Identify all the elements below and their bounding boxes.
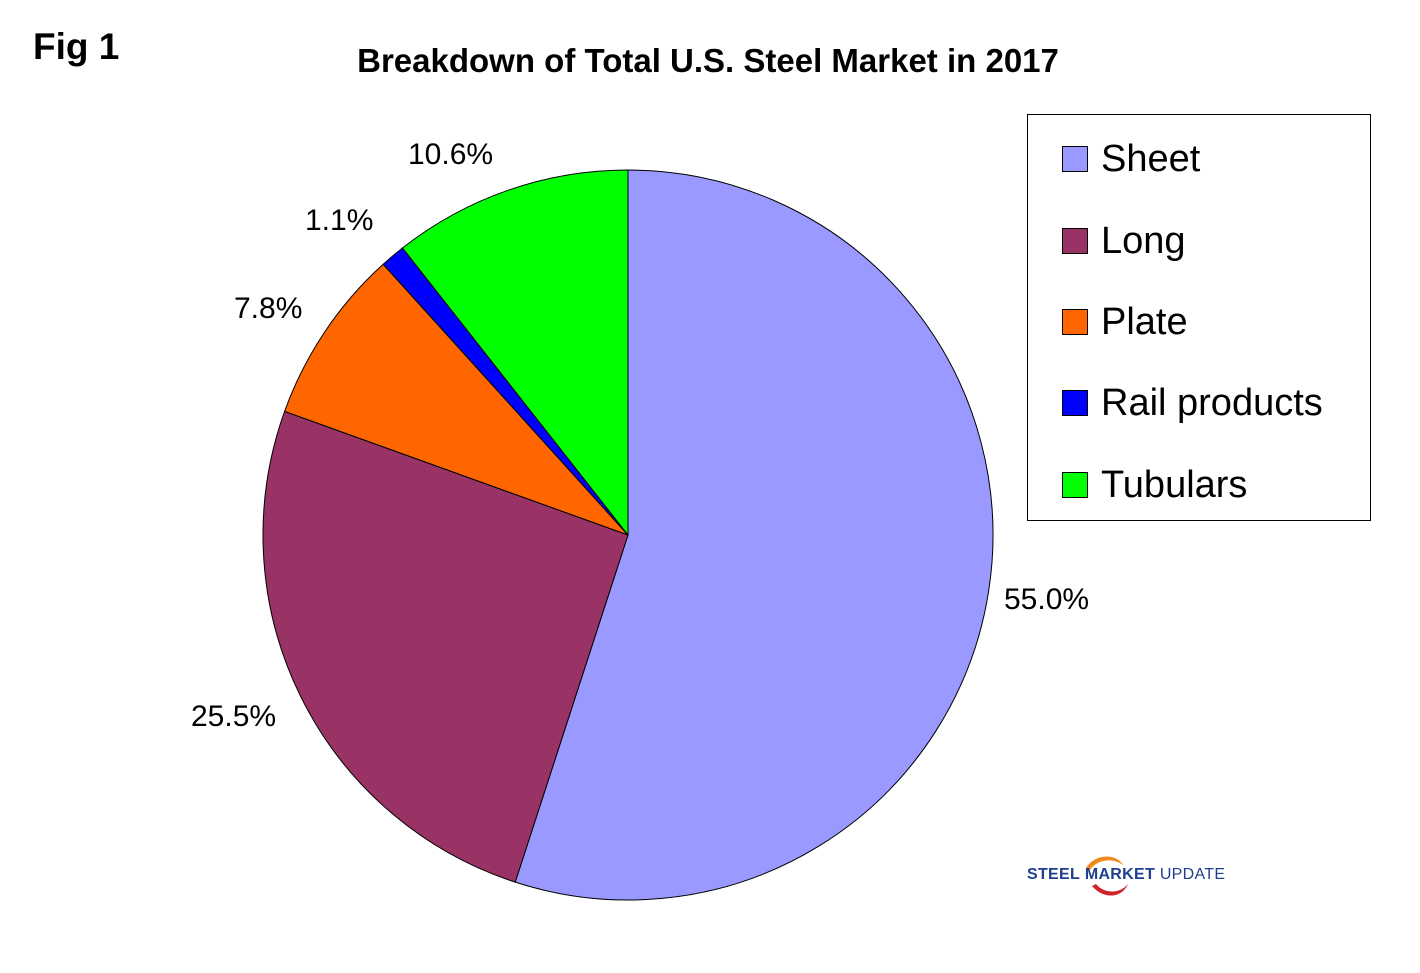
legend-label: Long <box>1101 219 1186 262</box>
legend-label: Sheet <box>1101 137 1201 180</box>
legend-item-long: Long <box>1062 219 1186 262</box>
legend-item-tubulars: Tubulars <box>1062 463 1248 506</box>
pie-slice-plate <box>283 263 629 536</box>
logo-swoosh-orange <box>1086 856 1124 870</box>
chart-title-text: Breakdown of Total U.S. Steel Market in … <box>357 42 1059 79</box>
logo-word-market: MARKET <box>1084 866 1156 883</box>
pie-slice-sheet <box>514 169 994 901</box>
data-label-sheet: 55.0% <box>1004 583 1090 616</box>
legend-item-sheet: Sheet <box>1062 137 1201 180</box>
legend-item-plate: Plate <box>1062 300 1188 343</box>
legend-label: Tubulars <box>1101 463 1248 506</box>
legend-swatch <box>1062 472 1088 498</box>
pie-slice-long <box>262 410 629 883</box>
figure-label: Fig 1 <box>33 26 120 67</box>
pie-slice-tubulars <box>401 169 629 537</box>
data-label-tubulars: 10.6% <box>408 138 494 171</box>
legend-label: Rail products <box>1101 381 1323 424</box>
legend-swatch <box>1062 228 1088 254</box>
logo-word-steel: STEEL <box>1027 866 1081 883</box>
legend-label: Plate <box>1101 300 1188 343</box>
logo-word-update: UPDATE <box>1159 866 1226 883</box>
steel-market-update-logo <box>1086 856 1128 896</box>
logo-swoosh-red <box>1092 884 1128 896</box>
data-label-rail-products: 1.1% <box>305 204 374 237</box>
legend: Sheet Long Plate Rail products Tubulars <box>1027 114 1371 521</box>
data-label-plate: 7.8% <box>234 292 303 325</box>
data-label-long: 25.5% <box>191 700 277 733</box>
legend-swatch <box>1062 390 1088 416</box>
legend-item-rail-products: Rail products <box>1062 381 1323 424</box>
legend-swatch <box>1062 309 1088 335</box>
chart-title: Breakdown of Total U.S. Steel Market in … <box>0 42 1420 80</box>
legend-swatch <box>1062 146 1088 172</box>
logo-text: STEEL MARKET UPDATE <box>1027 866 1225 884</box>
